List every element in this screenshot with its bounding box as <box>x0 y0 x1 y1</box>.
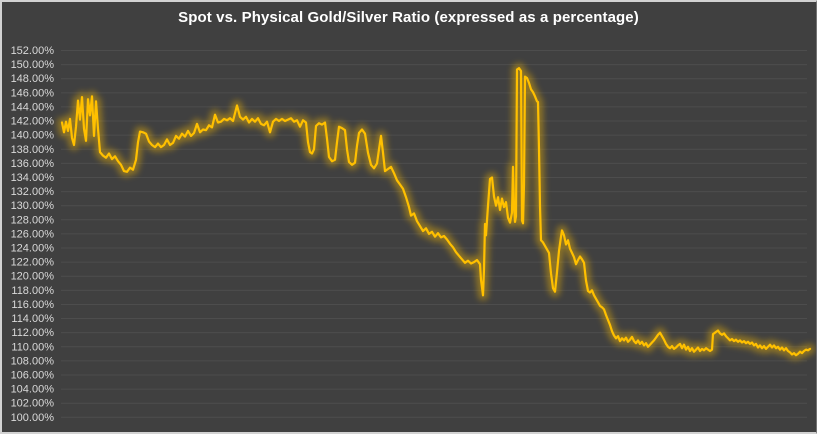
series-line-glow <box>58 64 814 360</box>
y-axis-tick-label: 102.00% <box>11 398 55 410</box>
y-axis-tick-label: 134.00% <box>11 172 55 184</box>
series-line <box>60 66 812 357</box>
y-axis-tick-label: 142.00% <box>11 116 55 128</box>
y-axis-tick-label: 146.00% <box>11 87 55 99</box>
y-axis-tick-label: 104.00% <box>11 384 55 396</box>
y-axis-tick-label: 130.00% <box>11 200 55 212</box>
y-axis-tick-label: 108.00% <box>11 355 55 367</box>
y-axis-tick-label: 126.00% <box>11 228 55 240</box>
y-axis-tick-label: 128.00% <box>11 214 55 226</box>
y-axis-tick-label: 110.00% <box>11 341 54 353</box>
series-line-glow <box>55 61 817 363</box>
y-axis-tick-label: 138.00% <box>11 144 55 156</box>
y-axis-tick-label: 106.00% <box>11 369 55 381</box>
y-axis-tick-label: 124.00% <box>11 243 55 255</box>
y-axis-tick-label: 136.00% <box>11 158 55 170</box>
y-axis-tick-label: 122.00% <box>11 257 55 269</box>
y-axis-tick-label: 140.00% <box>11 130 55 142</box>
y-axis-tick-label: 118.00% <box>11 285 54 297</box>
y-axis-tick-label: 116.00% <box>11 299 54 311</box>
y-axis-tick-label: 112.00% <box>11 327 54 339</box>
y-axis-tick-label: 144.00% <box>11 101 55 113</box>
y-axis-tick-label: 120.00% <box>11 271 55 283</box>
y-axis-tick-label: 148.00% <box>11 73 55 85</box>
y-axis-tick-label: 132.00% <box>11 186 55 198</box>
chart-title: Spot vs. Physical Gold/Silver Ratio (exp… <box>178 9 639 26</box>
y-axis-tick-label: 150.00% <box>11 59 55 71</box>
y-axis-tick-label: 100.00% <box>11 412 55 424</box>
y-axis-tick-label: 152.00% <box>11 45 55 57</box>
y-axis-tick-label: 114.00% <box>11 313 54 325</box>
